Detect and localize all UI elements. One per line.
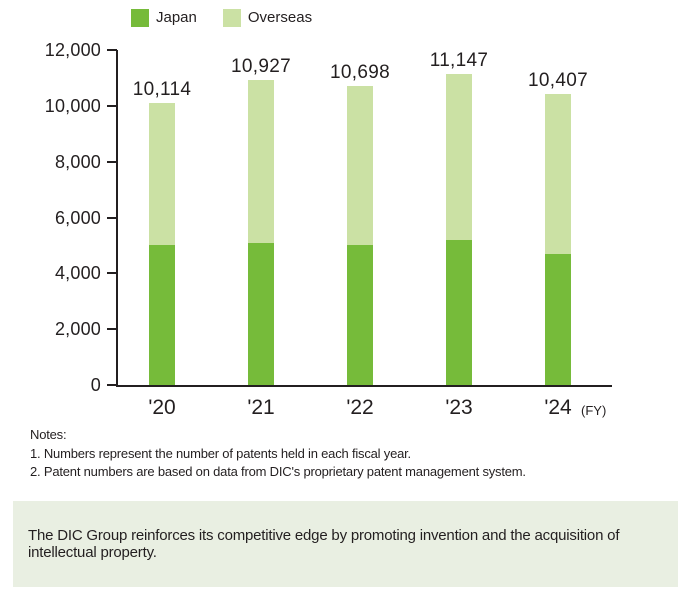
x-tick-label: '20 <box>148 396 176 419</box>
bar-segment-overseas <box>149 102 175 246</box>
legend-item-overseas: Overseas <box>222 9 313 27</box>
bar-total-label: 10,114 <box>132 78 192 100</box>
y-tick-mark <box>107 272 117 275</box>
chart-legend: Japan Overseas <box>131 9 338 27</box>
y-tick-mark <box>107 384 117 386</box>
y-tick-mark <box>107 104 117 107</box>
y-tick-label: 4,000 <box>54 263 101 284</box>
bar-segment-japan <box>347 245 373 385</box>
y-tick-label: 6,000 <box>54 207 101 228</box>
bar-segment-japan <box>248 242 274 385</box>
bar-total-label: 10,407 <box>528 70 588 92</box>
bar-segment-japan <box>149 245 175 385</box>
y-axis-line <box>116 50 118 387</box>
notes-title: Notes: <box>30 427 67 442</box>
y-tick-label: 0 <box>90 375 101 395</box>
legend-label-overseas: Overseas <box>247 9 313 26</box>
bar-segment-overseas <box>446 73 472 240</box>
y-tick-label: 2,000 <box>54 319 101 340</box>
bar-total-label: 10,698 <box>330 62 390 84</box>
bar-total-label: 11,147 <box>429 49 489 71</box>
bar-segment-japan <box>545 253 571 385</box>
note-line-1: 1. Numbers represent the number of paten… <box>30 445 411 461</box>
bar-segment-japan <box>446 239 472 385</box>
bar-segment-overseas <box>545 94 571 254</box>
japan-swatch-icon <box>131 9 149 27</box>
y-tick-mark <box>107 49 117 51</box>
callout-box: The DIC Group reinforces its competitive… <box>13 501 678 587</box>
bar-segment-overseas <box>347 86 373 246</box>
y-tick-mark <box>107 160 117 163</box>
fiscal-year-suffix-label: (FY) <box>581 403 607 418</box>
bar-segment-overseas <box>248 79 274 243</box>
y-tick-mark <box>107 216 117 219</box>
x-axis-line <box>116 385 612 387</box>
legend-label-japan: Japan <box>156 9 197 26</box>
bar-total-label: 10,927 <box>231 55 291 77</box>
y-tick-label: 10,000 <box>44 95 101 116</box>
notes-block: Notes: 1. Numbers represent the number o… <box>30 426 526 482</box>
x-tick-label: '23 <box>445 396 473 419</box>
y-tick-label: 12,000 <box>44 40 101 60</box>
x-tick-label: '24 <box>544 396 572 419</box>
x-tick-label: '22 <box>346 396 374 419</box>
y-tick-mark <box>107 328 117 331</box>
x-tick-label: '21 <box>247 396 275 419</box>
overseas-swatch-icon <box>222 9 241 27</box>
y-tick-label: 8,000 <box>54 151 101 172</box>
note-line-2: 2. Patent numbers are based on data from… <box>30 464 526 479</box>
callout-text: The DIC Group reinforces its competitive… <box>28 527 620 561</box>
legend-item-japan: Japan <box>131 9 197 27</box>
